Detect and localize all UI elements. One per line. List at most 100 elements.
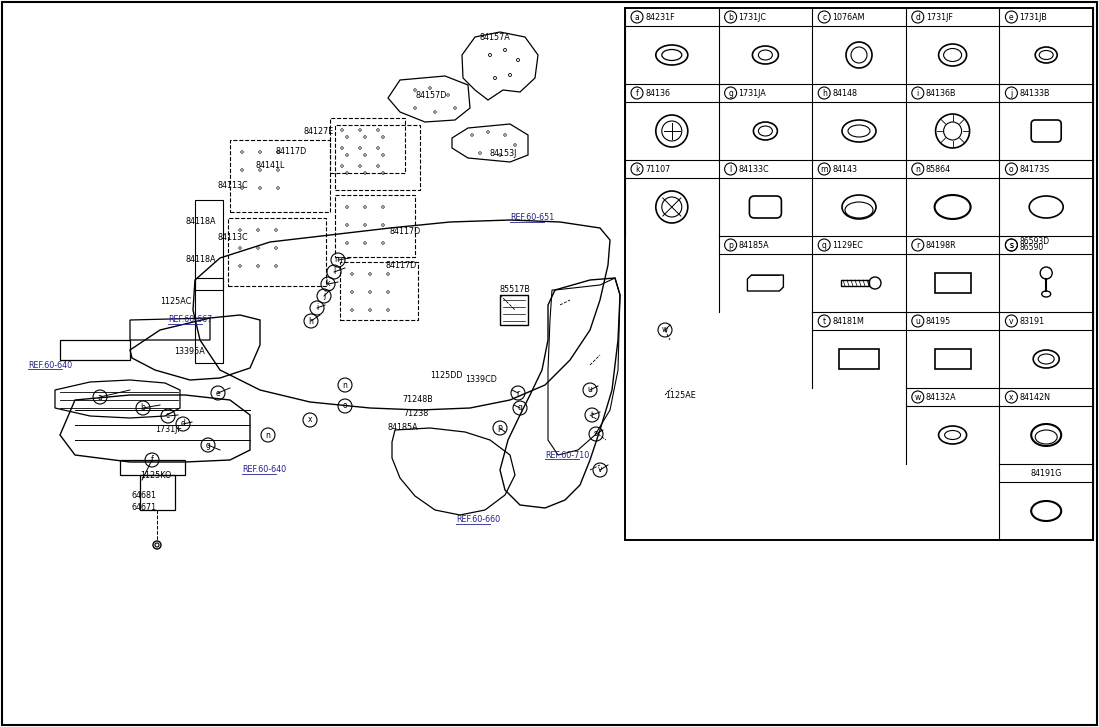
Text: g: g [729, 89, 733, 97]
Text: n: n [266, 430, 270, 440]
Text: b: b [729, 12, 733, 22]
Bar [335, 125, 420, 190]
Text: h: h [822, 89, 826, 97]
Text: e: e [1009, 12, 1013, 22]
Text: a: a [634, 12, 640, 22]
Text: 84157A: 84157A [480, 33, 511, 42]
Bar [340, 262, 418, 320]
Text: l: l [333, 268, 335, 276]
Text: q: q [518, 403, 522, 412]
Text: 85864: 85864 [925, 164, 951, 174]
Text: 84148: 84148 [832, 89, 857, 97]
Text: 84117D: 84117D [385, 260, 417, 270]
Text: 84136: 84136 [645, 89, 670, 97]
Text: k: k [635, 164, 640, 174]
Text: 84118A: 84118A [185, 217, 215, 227]
Text: o: o [343, 401, 347, 411]
Bar [227, 218, 326, 286]
Bar [934, 273, 970, 293]
Text: 1731JB: 1731JB [1020, 12, 1047, 22]
Text: j: j [323, 292, 325, 300]
Text: t: t [590, 411, 593, 419]
Text: 1125KO: 1125KO [140, 470, 171, 480]
Text: r: r [517, 388, 520, 398]
Text: REF.60-651: REF.60-651 [510, 214, 554, 222]
Text: m: m [334, 255, 342, 265]
Text: 84185A: 84185A [739, 241, 769, 249]
Text: 84185A: 84185A [388, 424, 419, 433]
Text: a: a [98, 393, 102, 401]
Text: 84173S: 84173S [1020, 164, 1050, 174]
Text: 1076AM: 1076AM [832, 12, 865, 22]
Text: REF.60-667: REF.60-667 [168, 316, 212, 324]
Text: d: d [915, 12, 920, 22]
Text: 84195: 84195 [925, 316, 951, 326]
Text: p: p [498, 424, 502, 433]
Text: w: w [914, 393, 921, 401]
Bar [839, 349, 879, 369]
Text: m: m [821, 164, 828, 174]
Text: 64671: 64671 [132, 502, 157, 512]
Text: 1125DD: 1125DD [430, 371, 463, 379]
Bar [195, 200, 223, 290]
Text: c: c [166, 411, 170, 420]
Text: d: d [180, 419, 186, 428]
Text: n: n [343, 380, 347, 390]
Bar [500, 295, 528, 325]
Text: 85517B: 85517B [500, 286, 531, 294]
Text: REF.60-640: REF.60-640 [242, 465, 286, 475]
Text: 84231F: 84231F [645, 12, 675, 22]
Text: 84191G: 84191G [1031, 468, 1062, 478]
Text: 84132A: 84132A [925, 393, 956, 401]
Text: i: i [917, 89, 919, 97]
Text: r: r [917, 241, 920, 249]
Text: REF.60-710: REF.60-710 [545, 451, 589, 459]
Text: 84117D: 84117D [390, 228, 421, 236]
Bar [330, 118, 406, 173]
Text: 1129EC: 1129EC [832, 241, 863, 249]
Text: 84157D: 84157D [415, 92, 446, 100]
Text: v: v [598, 465, 602, 475]
Text: 1731JA: 1731JA [739, 89, 766, 97]
Text: 84117D: 84117D [276, 148, 308, 156]
Text: 1731JC: 1731JC [739, 12, 767, 22]
Text: 71248B: 71248B [402, 395, 433, 404]
Text: s: s [593, 430, 598, 438]
Bar [195, 278, 223, 363]
Text: 71107: 71107 [645, 164, 670, 174]
Bar [934, 349, 970, 369]
Text: 84143: 84143 [832, 164, 857, 174]
Text: 1731JF: 1731JF [925, 12, 953, 22]
Bar [230, 140, 330, 212]
Bar [841, 280, 869, 286]
Text: s: s [1009, 241, 1013, 249]
Text: 1339CD: 1339CD [465, 376, 497, 385]
Text: h: h [309, 316, 313, 326]
Text: 84113C: 84113C [218, 182, 248, 190]
Bar [335, 195, 415, 257]
Text: 1125AE: 1125AE [665, 390, 696, 400]
Text: 84127E: 84127E [303, 127, 333, 137]
Text: q: q [822, 241, 826, 249]
Text: f: f [151, 456, 154, 465]
Text: REF.60-640: REF.60-640 [27, 361, 73, 369]
Text: 84113C: 84113C [218, 233, 248, 243]
Text: 84133C: 84133C [739, 164, 769, 174]
Text: w: w [662, 326, 668, 334]
Text: 84141L: 84141L [256, 161, 286, 169]
Text: REF.60-660: REF.60-660 [456, 515, 500, 524]
Text: i: i [315, 303, 318, 313]
Text: o: o [1009, 164, 1013, 174]
Text: 1731JF: 1731JF [155, 425, 181, 435]
Text: 86590: 86590 [1020, 244, 1044, 252]
Text: u: u [588, 385, 592, 395]
Text: n: n [915, 164, 920, 174]
Text: l: l [730, 164, 732, 174]
Bar [625, 8, 1094, 540]
Text: b: b [141, 403, 145, 412]
Text: v: v [1009, 316, 1013, 326]
Text: 84153J: 84153J [490, 148, 518, 158]
Text: 86593D: 86593D [1020, 238, 1050, 246]
Text: j: j [1010, 89, 1012, 97]
Text: 13395A: 13395A [174, 348, 204, 356]
